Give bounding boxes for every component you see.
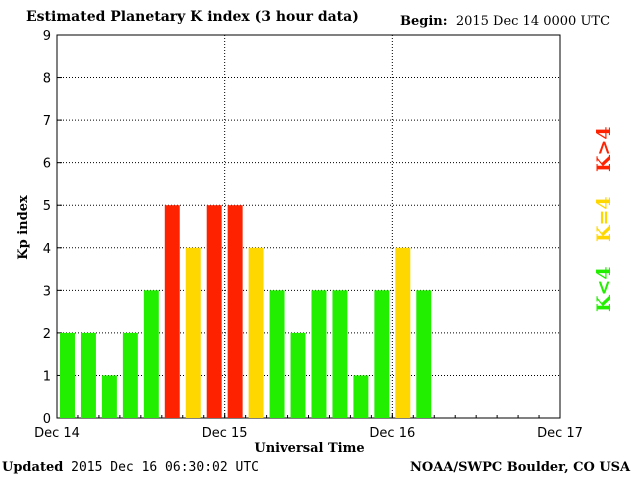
x-tick-label: Dec 14 xyxy=(34,426,80,441)
y-tick-label: 6 xyxy=(43,157,51,172)
kp-bar xyxy=(248,247,264,418)
kp-bar xyxy=(374,290,390,418)
kp-bar xyxy=(101,375,117,418)
kp-bar xyxy=(164,205,180,418)
kp-bar xyxy=(353,375,369,418)
x-tick-label: Dec 16 xyxy=(369,426,415,441)
credit-label: NOAA/SWPC Boulder, CO USA xyxy=(410,460,631,475)
y-tick-label: 9 xyxy=(43,29,51,44)
y-tick-label: 2 xyxy=(43,327,51,342)
begin-info: Begin: 2015 Dec 14 0000 UTC xyxy=(400,14,610,29)
x-tick-label: Dec 17 xyxy=(537,426,583,441)
begin-label: Begin: xyxy=(400,14,448,29)
y-tick-label: 0 xyxy=(43,412,51,427)
kp-bar xyxy=(206,205,222,418)
kp-bar xyxy=(332,290,348,418)
legend-yellow: K=4 xyxy=(593,196,615,242)
updated-label: Updated xyxy=(2,460,64,475)
legend-red: K>4 xyxy=(593,126,615,172)
x-tick-label: Dec 15 xyxy=(202,426,248,441)
kp-bar xyxy=(416,290,432,418)
kp-bar xyxy=(227,205,243,418)
y-tick-label: 8 xyxy=(43,72,51,87)
kp-bar xyxy=(80,332,96,418)
kp-bar xyxy=(60,332,75,418)
y-axis-title: Kp index xyxy=(16,195,31,260)
kp-bar xyxy=(269,290,285,418)
y-tick-label: 7 xyxy=(43,114,51,129)
kp-bar xyxy=(395,247,411,418)
legend-green: K<4 xyxy=(593,266,615,312)
y-tick-label: 4 xyxy=(43,242,51,257)
y-tick-label: 5 xyxy=(43,199,51,214)
y-tick-label: 3 xyxy=(43,284,51,299)
kp-bar xyxy=(122,332,138,418)
kp-bar xyxy=(311,290,327,418)
chart-title: Estimated Planetary K index (3 hour data… xyxy=(26,9,359,25)
begin-value: 2015 Dec 14 0000 UTC xyxy=(455,14,611,29)
kp-bar xyxy=(185,247,201,418)
kp-bar xyxy=(290,332,306,418)
y-tick-label: 1 xyxy=(43,369,51,384)
updated-info: Updated 2015 Dec 16 06:30:02 UTC xyxy=(2,460,259,475)
x-axis-title: Universal Time xyxy=(254,441,364,456)
updated-value: 2015 Dec 16 06:30:02 UTC xyxy=(71,460,259,475)
kp-bar xyxy=(143,290,159,418)
